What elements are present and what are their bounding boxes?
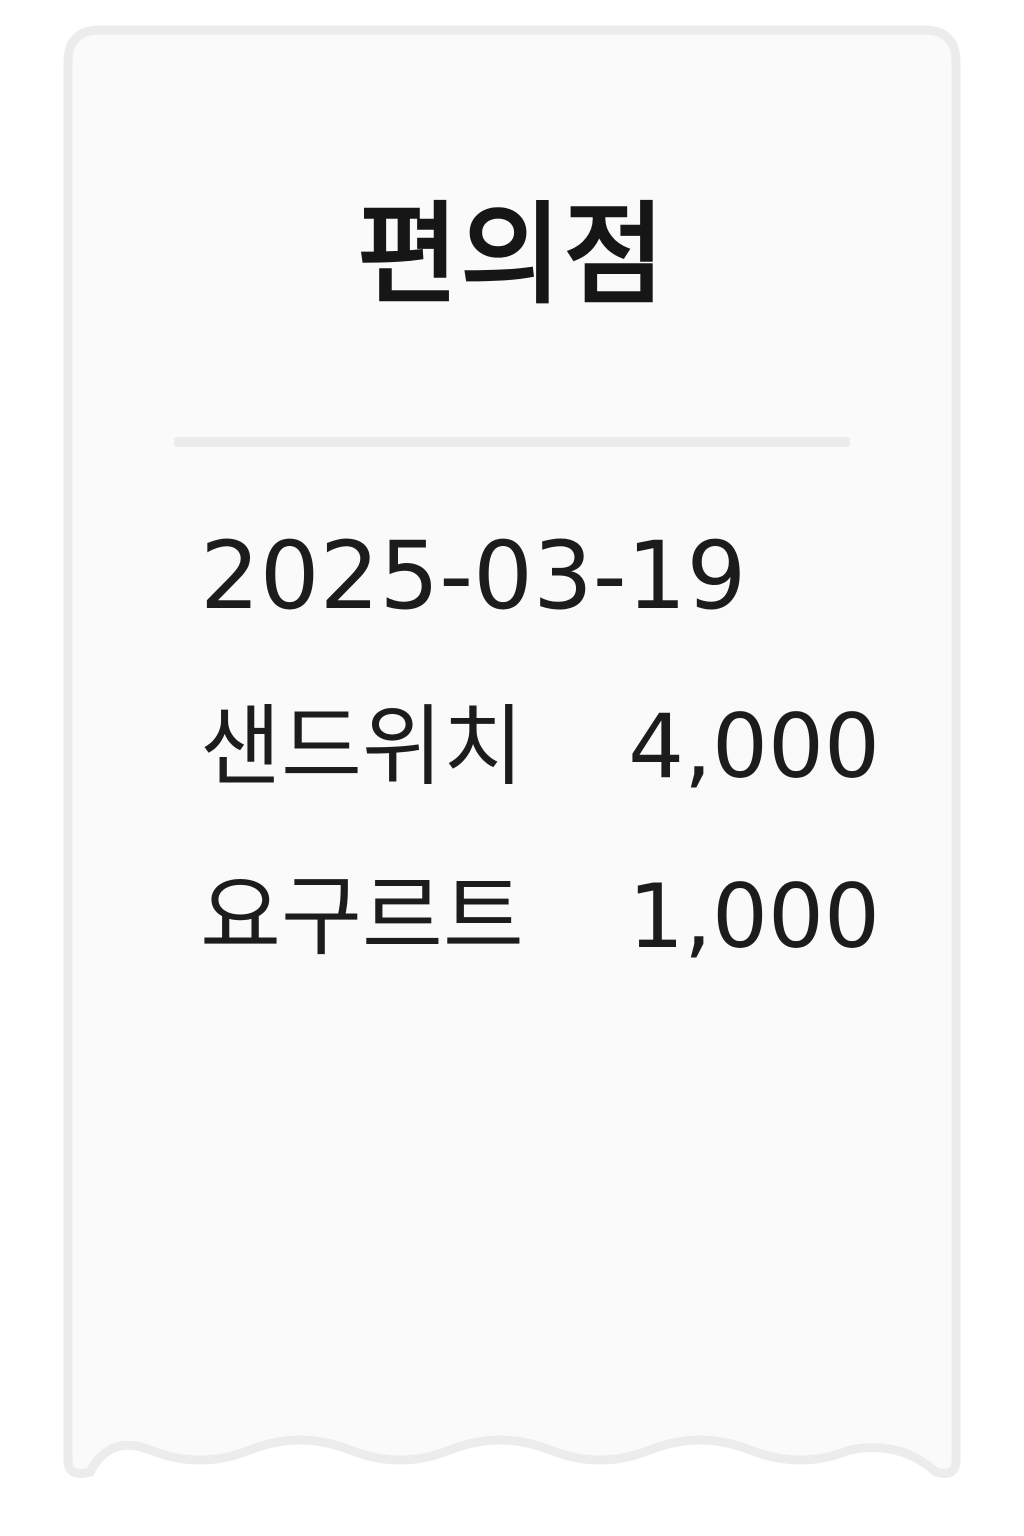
item-name: 요구르트	[200, 865, 524, 968]
item-price: 1,000	[628, 865, 880, 968]
receipt-outline	[63, 25, 961, 1478]
item-name: 샌드위치	[200, 695, 524, 798]
line-item: 요구르트 1,000	[200, 862, 880, 972]
store-name: 편의점	[357, 191, 667, 319]
line-item: 샌드위치 4,000	[200, 692, 880, 802]
receipt-date: 2025-03-19	[200, 522, 747, 631]
divider-line	[174, 437, 850, 447]
item-price: 4,000	[628, 695, 880, 798]
